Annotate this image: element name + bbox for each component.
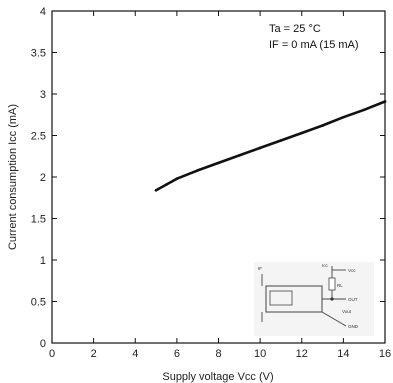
y-axis-label: Current consumption Icc (mA) [7,104,19,250]
series-points [154,100,387,192]
x-tick-label: 8 [215,348,221,360]
data-point [196,169,199,172]
y-tick-label: 1 [40,255,46,267]
data-point [342,115,345,119]
x-tick-label: 14 [337,348,349,360]
x-axis-label: Supply voltage Vcc (V) [162,371,273,383]
series-line [154,100,387,192]
x-tick-label: 16 [379,348,391,360]
y-tick-label: 4 [40,6,46,18]
plot-frame [51,10,386,344]
x-tick-label: 2 [91,348,97,360]
inset-label-icc: Icc [322,263,329,268]
data-point [175,177,179,180]
data-point [165,183,168,186]
x-tick-label: 10 [254,348,266,360]
inset-opto-inner [269,290,293,306]
inset-circuit: IF Icc Vcc RL OUT Vout GND [254,262,374,336]
x-tick-label: 6 [174,348,180,360]
data-point [279,139,283,142]
data-point [362,108,366,112]
x-tick-label: 12 [296,348,308,360]
data-point [258,146,262,150]
data-point [383,100,387,103]
y-tick-label: 0 [40,338,46,350]
inset-label-if: IF [258,266,262,271]
inset-label-vcc: Vcc [348,268,356,273]
y-tick-label: 0.5 [31,297,46,309]
inset-label-out: OUT [348,297,358,302]
data-point [300,131,304,135]
inset-node [330,297,334,301]
y-tick-label: 3.5 [31,48,46,60]
inset-wire [321,311,347,327]
data-point [154,188,158,192]
inset-label-vout: Vout [342,309,352,314]
annotation-forward-current: IF = 0 mA (15 mA) [269,39,359,51]
data-point [217,161,220,165]
inset-label-gnd: GND [348,324,359,329]
y-tick-label: 2 [40,172,46,184]
data-point [238,154,241,157]
x-tick-label: 0 [49,348,55,360]
inset-resistor [328,277,336,291]
y-tick-label: 2.5 [31,131,46,143]
y-tick-group: 0 0.5 1 1.5 2 2.5 3 3.5 4 [31,6,385,350]
x-tick-group: 0 2 4 6 8 10 12 14 16 [49,11,391,360]
data-point [321,124,324,127]
inset-background [254,262,374,336]
x-tick-label: 4 [132,348,138,360]
y-tick-label: 3 [40,89,46,101]
annotation-temperature: Ta = 25 °C [269,23,321,35]
y-tick-label: 1.5 [31,214,46,226]
inset-label-rl: RL [337,283,343,288]
